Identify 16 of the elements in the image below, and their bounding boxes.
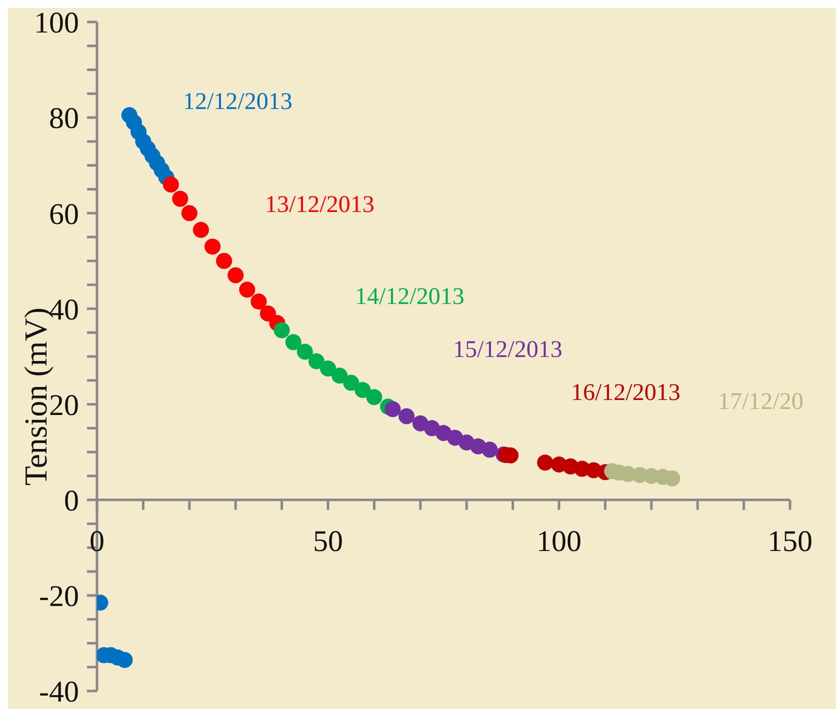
text: 15/12/2013 xyxy=(453,336,562,365)
text: 14/12/2013 xyxy=(355,283,464,312)
y-tick-label: 80 xyxy=(49,102,79,136)
y-tick-label: -40 xyxy=(39,676,79,709)
text: 13/12/2013 xyxy=(265,191,374,220)
text: 16/12/2013 xyxy=(571,379,680,408)
text: 17/12/20 xyxy=(718,388,804,417)
series-label: 12/12/2013 xyxy=(183,88,292,117)
y-tick-label: 0 xyxy=(64,484,79,518)
y-tick-label: 60 xyxy=(49,198,79,231)
x-tick-label: 150 xyxy=(768,525,812,558)
x-tick-label: 100 xyxy=(536,525,582,558)
x-tick-label: 50 xyxy=(313,525,343,558)
y-tick-label: 100 xyxy=(34,6,79,40)
y-tick-label: -20 xyxy=(39,580,79,614)
x-tick-label: 0 xyxy=(90,525,104,558)
